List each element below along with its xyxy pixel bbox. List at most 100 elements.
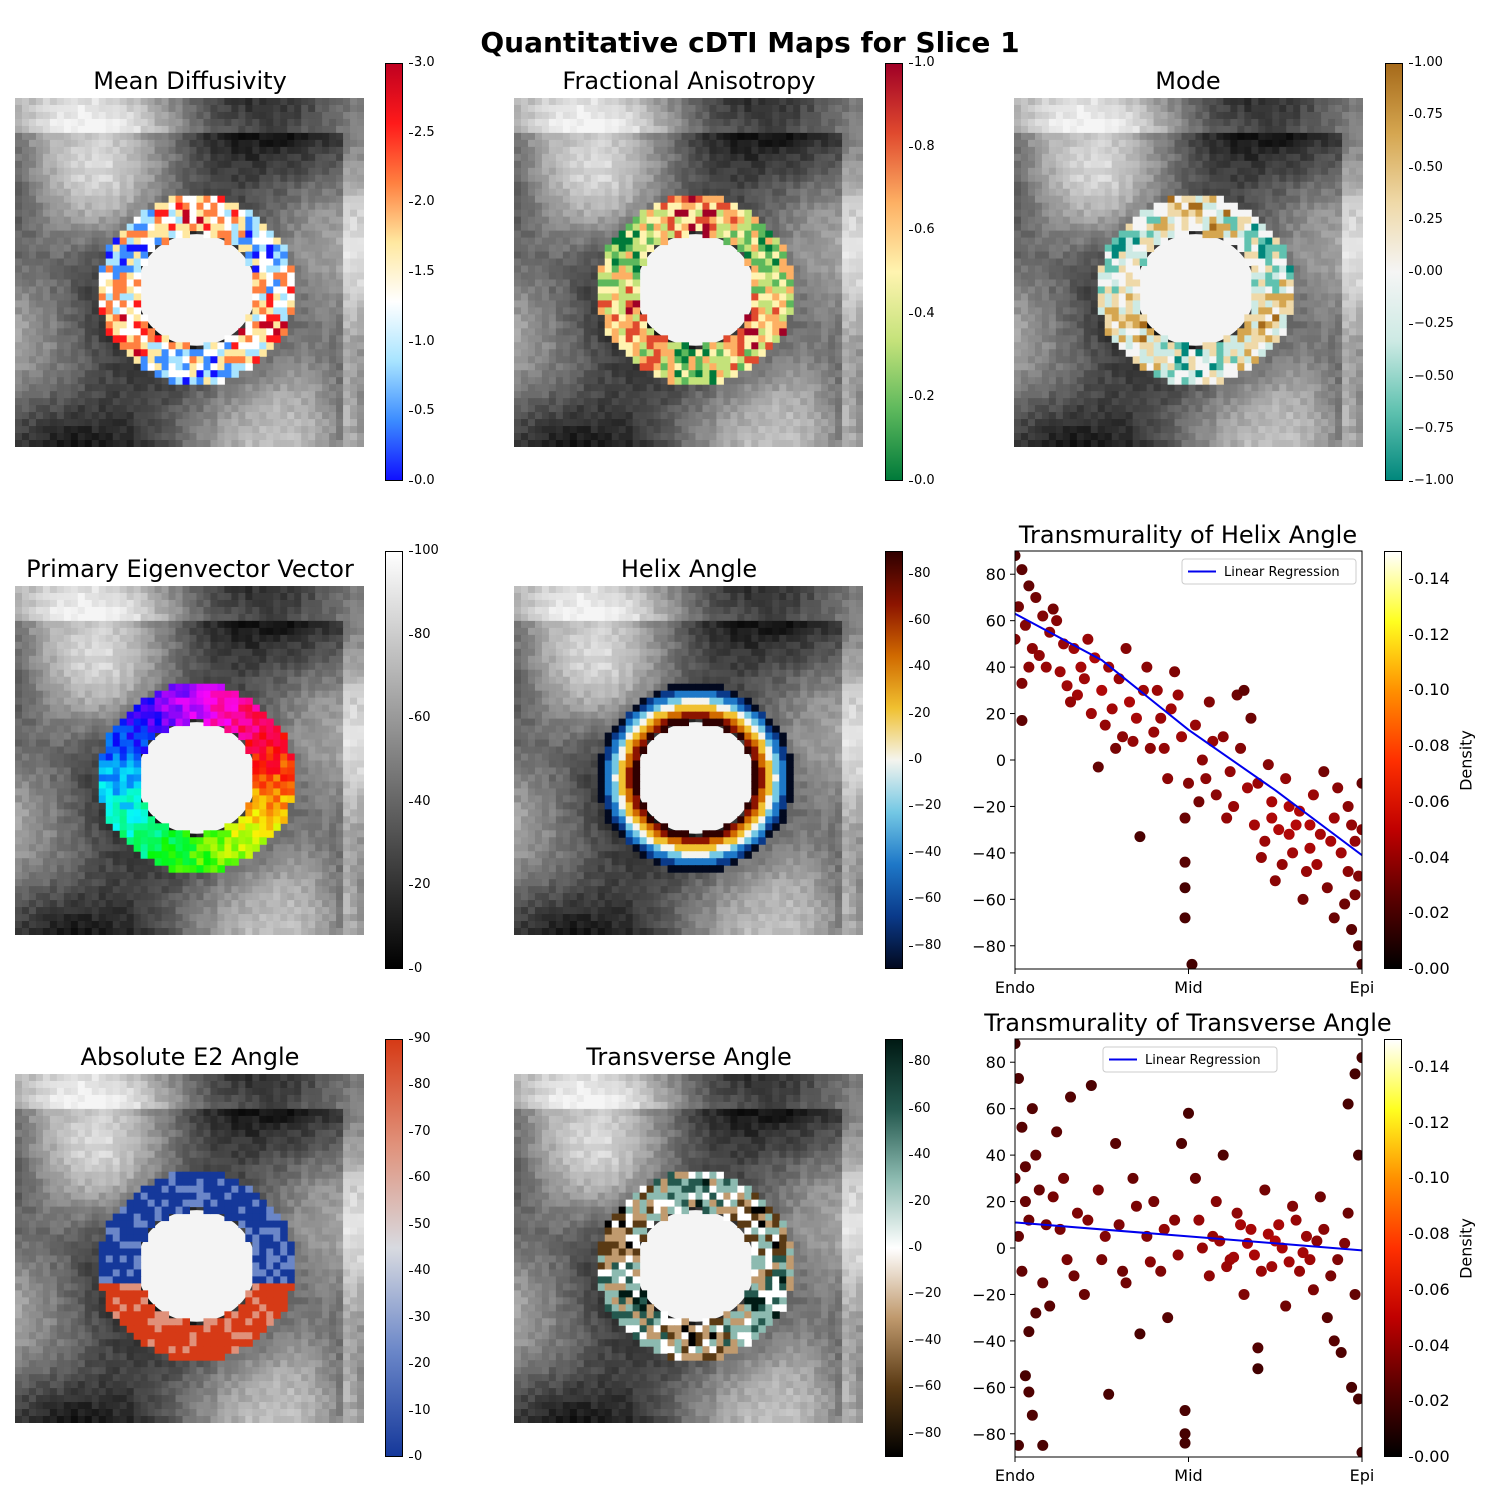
colorbar-tick-label: 10 bbox=[409, 1403, 431, 1418]
scatter-point bbox=[1085, 1079, 1097, 1091]
colorbar-tick-label: 100 bbox=[409, 544, 439, 558]
scatter-point bbox=[1231, 1207, 1243, 1219]
scatter-point bbox=[1221, 1261, 1233, 1273]
scatter-point bbox=[1210, 789, 1222, 801]
scatter-point bbox=[1328, 912, 1340, 924]
scatter-point bbox=[1318, 766, 1330, 778]
mode-colorbar bbox=[1385, 63, 1403, 481]
colorbar-tick-label: 60 bbox=[409, 1171, 431, 1185]
y-tick-label: −60 bbox=[972, 890, 1006, 909]
scatter-point bbox=[1183, 1107, 1194, 1119]
scatter-point bbox=[1106, 703, 1118, 715]
scatter-point bbox=[1033, 650, 1045, 661]
scatter-point bbox=[1030, 1149, 1042, 1161]
scatter-point bbox=[1241, 782, 1253, 794]
colorbar-tick-label: −60 bbox=[908, 1380, 941, 1394]
scatter-point bbox=[1203, 696, 1215, 708]
scatter-point bbox=[1217, 731, 1229, 743]
scatter-point bbox=[1134, 1328, 1146, 1340]
colorbar-tick-label: −20 bbox=[908, 1287, 941, 1301]
colorbar-tick-label: 40 bbox=[909, 1148, 931, 1162]
scatter-point bbox=[1200, 773, 1212, 785]
legend-label: Linear Regression bbox=[1145, 1053, 1261, 1068]
scatter-point bbox=[1304, 1254, 1316, 1266]
scatter-point bbox=[1356, 1052, 1362, 1064]
map-image bbox=[514, 1074, 863, 1423]
scatter-point bbox=[1148, 1196, 1160, 1208]
scatter-point bbox=[1248, 819, 1260, 831]
colorbar-tick-label: 0.14 bbox=[1409, 1057, 1450, 1076]
x-tick-label: Endo bbox=[995, 1466, 1035, 1485]
colorbar-tick-label: 60 bbox=[409, 711, 431, 725]
colorbar-tick-label: 90 bbox=[409, 1032, 431, 1046]
scatter-point bbox=[1172, 1249, 1184, 1261]
scatter-point bbox=[1033, 1184, 1045, 1196]
transverse-angle-colorbar-ticks: −80 −60 −40 −20 0 20 40 60 80 bbox=[908, 1039, 978, 1457]
x-tick-label: Epi bbox=[1350, 1466, 1375, 1485]
scatter-point bbox=[1353, 870, 1362, 882]
map-image bbox=[1014, 98, 1363, 447]
scatter-point bbox=[1339, 898, 1351, 910]
scatter-point bbox=[1179, 882, 1191, 894]
colorbar-tick-label: 0.00 bbox=[1409, 1448, 1450, 1466]
scatter-point bbox=[1127, 735, 1139, 747]
scatter-point bbox=[1183, 777, 1194, 789]
colorbar-tick-label: 0.5 bbox=[409, 404, 435, 418]
scatter-point bbox=[1349, 835, 1361, 847]
map-image bbox=[15, 98, 364, 447]
scatter-point bbox=[1203, 1270, 1215, 1282]
scatter-point bbox=[1047, 1191, 1059, 1203]
scatter-point bbox=[1130, 1200, 1142, 1212]
scatter-point bbox=[1339, 1237, 1351, 1249]
scatter-point bbox=[1158, 742, 1170, 754]
y-tick-label: −40 bbox=[972, 844, 1006, 863]
scatter-point bbox=[1015, 1230, 1024, 1242]
scatter-point bbox=[1099, 719, 1111, 731]
scatter-point bbox=[1099, 1230, 1111, 1242]
scatter-point bbox=[1356, 958, 1362, 969]
colorbar-tick-label: 1.0 bbox=[409, 334, 435, 349]
scatter-point bbox=[1179, 812, 1191, 824]
x-tick-label: Mid bbox=[1174, 978, 1202, 997]
scatter-point bbox=[1016, 1121, 1028, 1133]
colorbar-tick-label: 0.06 bbox=[1409, 1280, 1450, 1299]
scatter-point bbox=[1321, 882, 1333, 894]
helix-transmurality-scatter: −80 −60 −40 −20 0 20 40 60 80 Endo Mid Epi Linear Re… bbox=[972, 550, 1374, 997]
scatter-point bbox=[1071, 1207, 1083, 1219]
mean-diffusivity-colorbar-ticks: 0.0 0.5 1.0 1.5 2.0 2.5 3.0 bbox=[408, 56, 478, 488]
scatter-point bbox=[1179, 912, 1191, 924]
absolute-e2-angle-colorbar bbox=[385, 1039, 403, 1457]
scatter-point bbox=[1255, 852, 1267, 864]
scatter-point bbox=[1287, 847, 1299, 859]
colorbar-tick-label: 0.06 bbox=[1409, 792, 1450, 811]
colorbar-tick-label: 0.25 bbox=[1409, 212, 1443, 227]
scatter-point bbox=[1342, 1207, 1354, 1219]
colorbar-tick-label: 0 bbox=[408, 1450, 422, 1464]
scatter-point bbox=[1342, 800, 1354, 812]
scatter-point bbox=[1078, 673, 1090, 685]
scatter-point bbox=[1287, 1200, 1299, 1212]
scatter-point bbox=[1051, 615, 1063, 627]
scatter-point bbox=[1342, 865, 1354, 877]
y-tick-label: 60 bbox=[986, 612, 1006, 631]
scatter-point bbox=[1023, 580, 1035, 592]
figure-title: Quantitative cDTI Maps for Slice 1 bbox=[0, 26, 1500, 59]
scatter-point bbox=[1356, 824, 1362, 836]
scatter-point bbox=[1311, 859, 1323, 870]
regression-line bbox=[1015, 1221, 1362, 1252]
scatter-point bbox=[1214, 1235, 1226, 1247]
colorbar-tick-label: 0.04 bbox=[1409, 1336, 1450, 1355]
map-image bbox=[15, 1074, 364, 1423]
scatter-point bbox=[1082, 633, 1094, 645]
scatter-point bbox=[1325, 835, 1337, 847]
primary-eigenvector-map bbox=[15, 586, 364, 935]
colorbar-tick-label: −40 bbox=[908, 845, 941, 860]
scatter-point bbox=[1356, 777, 1362, 789]
scatter-point bbox=[1304, 842, 1316, 854]
legend: Linear Regression bbox=[1102, 1046, 1278, 1073]
regression-line bbox=[1015, 612, 1362, 857]
scatter-point bbox=[1276, 859, 1288, 870]
scatter-point bbox=[1297, 1247, 1309, 1259]
panel-title-primary-eigenvector: Primary Eigenvector Vector bbox=[0, 555, 400, 583]
colorbar-tick-label: 30 bbox=[409, 1310, 431, 1325]
